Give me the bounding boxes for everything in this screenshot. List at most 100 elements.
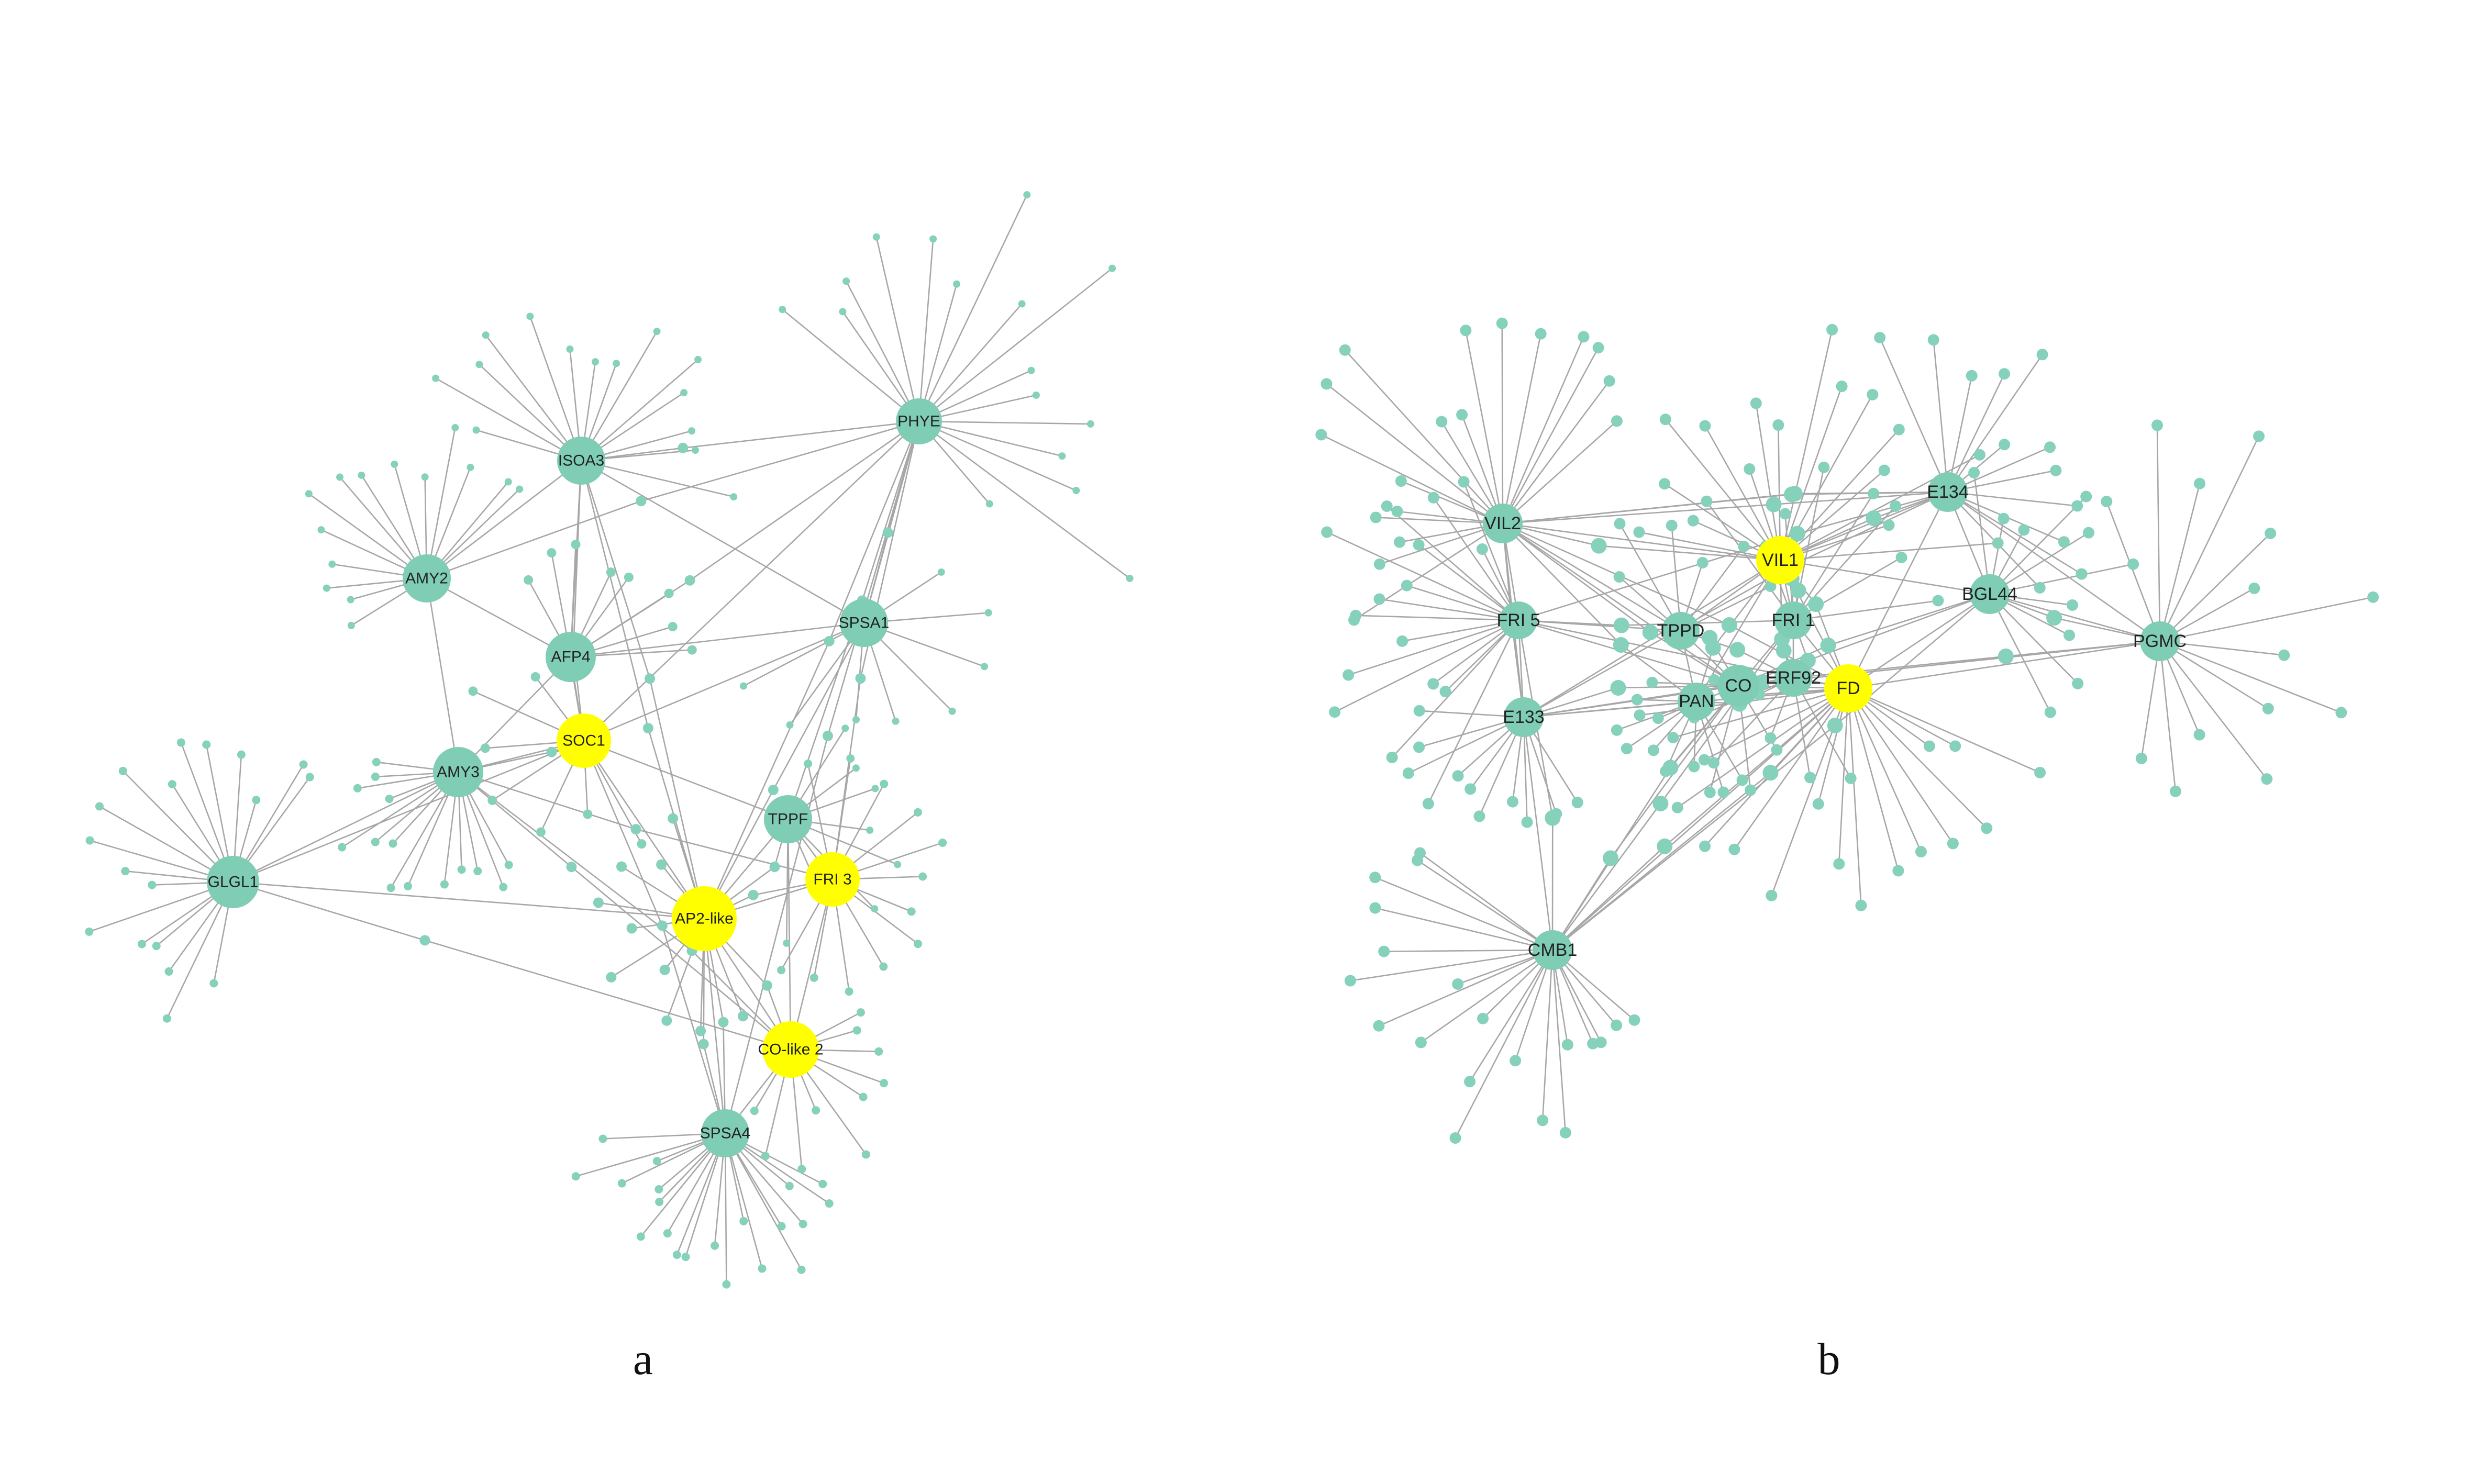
network-edge — [1552, 688, 1849, 951]
leaf-node — [536, 827, 546, 837]
leaf-node — [687, 645, 697, 655]
leaf-node — [938, 838, 947, 847]
shared-node — [642, 723, 653, 734]
leaf-node — [432, 374, 440, 382]
shared-node — [566, 862, 577, 873]
network-edge — [1947, 491, 2160, 642]
leaf-node — [880, 1079, 889, 1088]
leaf-node — [1750, 397, 1762, 409]
network-edge — [1417, 860, 1553, 951]
leaf-node — [2367, 591, 2379, 603]
network-edge — [1418, 544, 1519, 621]
leaf-node — [386, 884, 395, 892]
network-edge — [1848, 593, 1990, 689]
leaf-node — [1072, 487, 1080, 495]
leaf-node — [2083, 527, 2095, 539]
network-edge — [647, 728, 705, 919]
leaf-node — [1370, 511, 1382, 523]
network-edge — [2159, 640, 2284, 656]
leaf-node — [825, 1199, 834, 1208]
leaf-node — [2036, 349, 2048, 361]
hub-label-spsa1: SPSA1 — [839, 615, 890, 632]
leaf-node — [1666, 519, 1678, 531]
leaf-node — [347, 596, 354, 604]
leaf-node — [2335, 707, 2347, 719]
shared-node — [630, 824, 641, 835]
leaf-node — [2050, 464, 2062, 476]
hub-node-vil1 — [1756, 536, 1804, 584]
shared-node — [855, 673, 866, 684]
leaf-node — [468, 686, 478, 696]
leaf-node — [504, 861, 513, 869]
network-edge — [1374, 876, 1553, 951]
leaf-node — [1452, 770, 1464, 782]
network-edge — [1552, 724, 1836, 951]
network-edge — [458, 771, 636, 830]
shared-node — [684, 575, 695, 586]
leaf-node — [688, 427, 696, 435]
leaf-node — [371, 772, 380, 781]
shared-node — [882, 527, 893, 538]
leaf-node — [95, 802, 104, 811]
shared-node — [748, 889, 759, 900]
leaf-node — [2072, 677, 2084, 689]
leaf-node — [1413, 705, 1425, 717]
leaf-node — [668, 813, 679, 824]
leaf-node — [2063, 629, 2076, 641]
leaf-node — [1344, 975, 1356, 987]
leaf-node — [252, 796, 261, 805]
leaf-node — [2058, 536, 2070, 548]
network-edge — [703, 641, 830, 919]
leaf-node — [1895, 552, 1907, 564]
shared-node — [1657, 838, 1673, 854]
leaf-node — [1439, 686, 1451, 698]
leaf-node — [1458, 476, 1470, 488]
leaf-node — [1744, 463, 1756, 475]
leaf-node — [1413, 741, 1425, 753]
network-edge — [636, 828, 833, 880]
leaf-node — [1464, 1076, 1476, 1088]
network-edge — [875, 237, 920, 422]
network-edge — [1386, 505, 1519, 621]
hub-node-glgl1 — [207, 856, 259, 908]
leaf-node — [1893, 423, 1905, 436]
leaf-node — [1671, 801, 1683, 813]
leaf-node — [1561, 1039, 1573, 1051]
leaf-node — [1321, 378, 1333, 390]
leaf-node — [467, 463, 474, 471]
leaf-node — [1510, 1055, 1522, 1067]
hub-label-amy2: AMY2 — [405, 570, 448, 587]
hub-label-cmb1: CMB1 — [1528, 940, 1577, 960]
network-edge — [1847, 688, 1922, 852]
network-edge — [1793, 600, 1938, 621]
leaf-node — [695, 1025, 706, 1036]
leaf-node — [804, 760, 813, 768]
hub-label-ap2-like: AP2-like — [675, 910, 734, 928]
network-edge — [529, 316, 582, 461]
hub-label-fd: FD — [1836, 678, 1860, 698]
network-edge — [918, 420, 1077, 492]
leaf-node — [1592, 342, 1604, 354]
leaf-node — [336, 473, 344, 481]
leaf-node — [654, 1185, 663, 1193]
network-edge — [1660, 620, 1794, 804]
leaf-node — [237, 750, 246, 759]
hub-node-ap2-like — [672, 886, 737, 951]
network-edge — [426, 427, 456, 579]
leaf-node — [1779, 508, 1791, 520]
leaf-node — [2169, 785, 2181, 797]
leaf-node — [1378, 945, 1390, 957]
leaf-node — [661, 1015, 672, 1026]
leaf-node — [1402, 767, 1414, 779]
leaf-node — [659, 964, 670, 975]
leaf-node — [797, 1165, 806, 1174]
network-edge — [1502, 522, 1681, 632]
leaf-node — [1391, 505, 1403, 517]
leaf-node — [636, 1232, 645, 1241]
leaf-node — [839, 308, 847, 316]
leaf-node — [1992, 537, 2004, 549]
shared-node — [1998, 648, 2014, 664]
leaf-node — [1845, 772, 1857, 784]
network-edge — [580, 331, 658, 461]
leaf-node — [1108, 264, 1116, 272]
